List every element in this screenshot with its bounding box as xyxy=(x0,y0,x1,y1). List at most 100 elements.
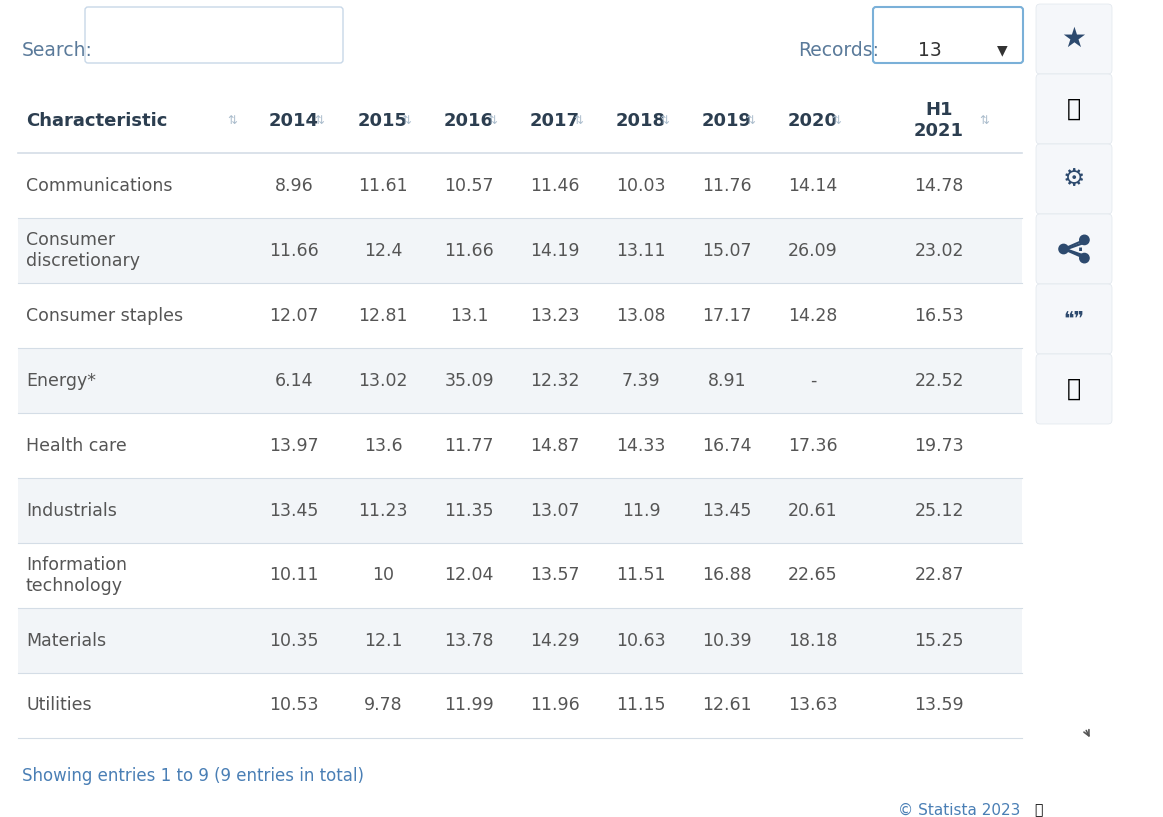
Text: 11.15: 11.15 xyxy=(616,697,665,715)
Text: ⇅: ⇅ xyxy=(979,114,990,127)
Text: 25.12: 25.12 xyxy=(914,502,964,520)
Text: 12.81: 12.81 xyxy=(358,306,408,324)
Text: 13.45: 13.45 xyxy=(270,502,319,520)
Bar xyxy=(17,348,1022,413)
Text: 13.78: 13.78 xyxy=(444,632,494,650)
Text: 🏴: 🏴 xyxy=(1034,803,1042,817)
Text: 10.39: 10.39 xyxy=(702,632,751,650)
Text: 14.28: 14.28 xyxy=(789,306,837,324)
Text: Search:: Search: xyxy=(22,41,93,60)
FancyBboxPatch shape xyxy=(1036,74,1112,144)
Text: Showing entries 1 to 9 (9 entries in total): Showing entries 1 to 9 (9 entries in tot… xyxy=(22,767,364,785)
Text: ⇅: ⇅ xyxy=(573,114,584,127)
Text: 11.99: 11.99 xyxy=(444,697,494,715)
Text: 16.74: 16.74 xyxy=(702,436,751,454)
Text: 12.61: 12.61 xyxy=(702,697,751,715)
Text: 15.07: 15.07 xyxy=(702,242,751,260)
Text: 11.61: 11.61 xyxy=(358,176,408,194)
Text: 10.35: 10.35 xyxy=(270,632,319,650)
Text: © Statista 2023: © Statista 2023 xyxy=(898,802,1020,817)
Text: Materials: Materials xyxy=(26,632,106,650)
Text: 🔔: 🔔 xyxy=(1066,97,1082,121)
Circle shape xyxy=(1079,253,1089,263)
Text: Consumer staples: Consumer staples xyxy=(26,306,183,324)
Text: 13: 13 xyxy=(918,41,942,60)
Circle shape xyxy=(1079,235,1089,244)
Text: 16.53: 16.53 xyxy=(914,306,964,324)
Text: ★: ★ xyxy=(1062,25,1086,53)
Text: 14.19: 14.19 xyxy=(530,242,579,260)
Text: 10: 10 xyxy=(372,566,394,584)
Bar xyxy=(17,608,1022,673)
Text: 13.08: 13.08 xyxy=(616,306,665,324)
Text: ⇅: ⇅ xyxy=(227,114,237,127)
Text: Characteristic: Characteristic xyxy=(26,111,167,130)
Text: 20.61: 20.61 xyxy=(789,502,837,520)
Text: 2019: 2019 xyxy=(702,111,752,130)
Text: ❝❞: ❝❞ xyxy=(1063,310,1085,328)
Text: Energy*: Energy* xyxy=(26,372,97,390)
Text: 2016: 2016 xyxy=(444,111,494,130)
Text: 14.78: 14.78 xyxy=(914,176,964,194)
Text: H1
2021: H1 2021 xyxy=(914,101,964,140)
FancyBboxPatch shape xyxy=(1036,4,1112,74)
Text: 2015: 2015 xyxy=(358,111,408,130)
Text: Industrials: Industrials xyxy=(26,502,116,520)
Text: 11.51: 11.51 xyxy=(616,566,665,584)
Text: Information
technology: Information technology xyxy=(26,556,127,596)
Text: 14.33: 14.33 xyxy=(616,436,665,454)
Text: 11.46: 11.46 xyxy=(530,176,579,194)
Text: 18.18: 18.18 xyxy=(789,632,837,650)
FancyBboxPatch shape xyxy=(1036,144,1112,214)
Text: 11.66: 11.66 xyxy=(269,242,319,260)
Text: Consumer
discretionary: Consumer discretionary xyxy=(26,230,140,270)
Text: Utilities: Utilities xyxy=(26,697,92,715)
Text: 12.04: 12.04 xyxy=(444,566,493,584)
FancyBboxPatch shape xyxy=(873,7,1023,63)
Text: 12.07: 12.07 xyxy=(270,306,319,324)
Bar xyxy=(17,478,1022,543)
Text: 2017: 2017 xyxy=(530,111,580,130)
Text: 10.57: 10.57 xyxy=(444,176,494,194)
Text: 10.53: 10.53 xyxy=(270,697,319,715)
Text: 17.17: 17.17 xyxy=(702,306,751,324)
Text: ⚙: ⚙ xyxy=(1063,167,1085,191)
Text: ⋖: ⋖ xyxy=(1062,235,1085,263)
FancyBboxPatch shape xyxy=(1036,214,1112,284)
Text: 13.02: 13.02 xyxy=(358,372,408,390)
Text: 14.29: 14.29 xyxy=(530,632,579,650)
Text: 22.87: 22.87 xyxy=(914,566,964,584)
Text: ⇅: ⇅ xyxy=(487,114,498,127)
Text: 22.65: 22.65 xyxy=(789,566,837,584)
Text: Records:: Records: xyxy=(798,41,879,60)
FancyBboxPatch shape xyxy=(1036,354,1112,424)
Text: 13.23: 13.23 xyxy=(530,306,579,324)
Text: 🖨: 🖨 xyxy=(1066,377,1082,401)
Text: 11.9: 11.9 xyxy=(622,502,661,520)
FancyBboxPatch shape xyxy=(85,7,343,63)
Text: Health care: Health care xyxy=(26,436,127,454)
Text: 11.96: 11.96 xyxy=(530,697,580,715)
Text: 13.63: 13.63 xyxy=(789,697,837,715)
Text: 14.87: 14.87 xyxy=(530,436,579,454)
Text: ▼: ▼ xyxy=(997,43,1007,57)
Text: 19.73: 19.73 xyxy=(914,436,964,454)
Text: 13.97: 13.97 xyxy=(269,436,319,454)
Text: 11.23: 11.23 xyxy=(358,502,408,520)
Text: 6.14: 6.14 xyxy=(274,372,313,390)
FancyBboxPatch shape xyxy=(1036,284,1112,354)
Text: 14.14: 14.14 xyxy=(789,176,837,194)
Text: 13.07: 13.07 xyxy=(530,502,579,520)
Text: ⇅: ⇅ xyxy=(832,114,842,127)
Text: 10.11: 10.11 xyxy=(270,566,319,584)
Text: -: - xyxy=(809,372,816,390)
Text: 11.66: 11.66 xyxy=(444,242,494,260)
Text: ⇅: ⇅ xyxy=(659,114,670,127)
Text: 17.36: 17.36 xyxy=(789,436,837,454)
Text: 12.1: 12.1 xyxy=(364,632,402,650)
Text: 7.39: 7.39 xyxy=(622,372,661,390)
Text: 13.59: 13.59 xyxy=(914,697,964,715)
Text: ⇅: ⇅ xyxy=(314,114,324,127)
Text: 10.03: 10.03 xyxy=(616,176,665,194)
Text: 11.35: 11.35 xyxy=(444,502,494,520)
